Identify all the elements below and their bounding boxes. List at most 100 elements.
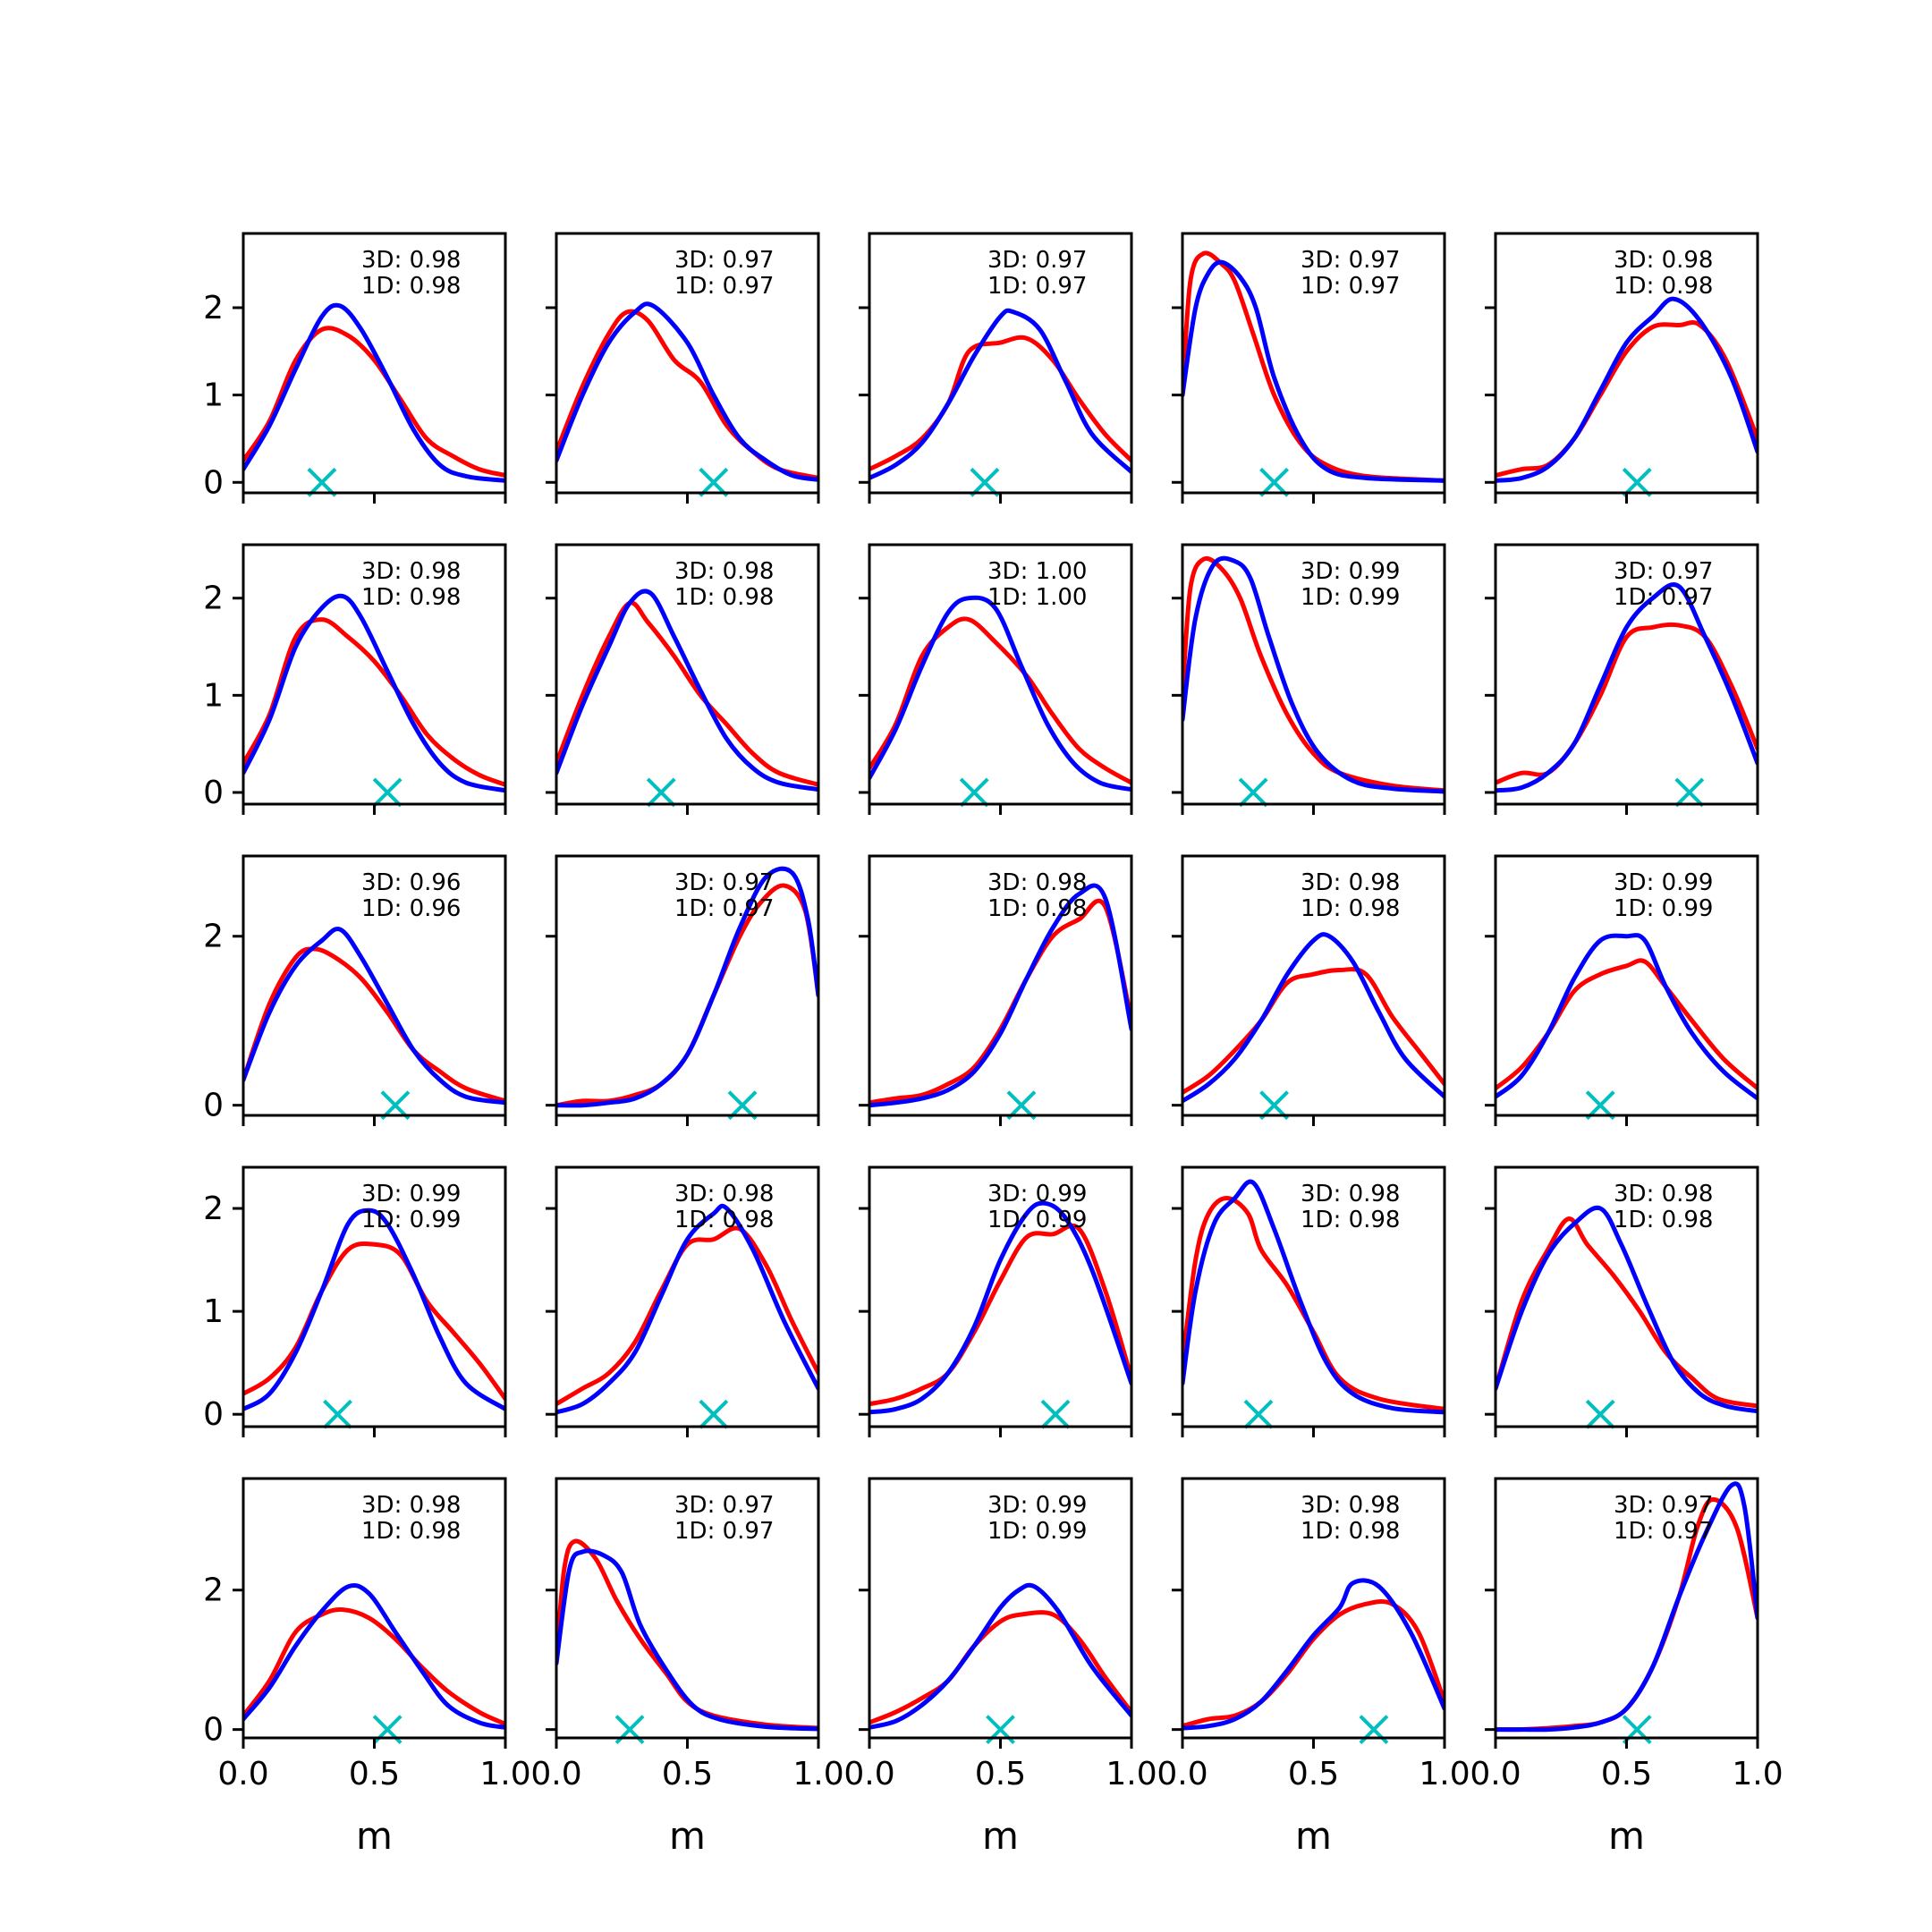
marker-stroke-b bbox=[1674, 777, 1705, 808]
annotation-3d: 3D: 0.98 bbox=[1301, 1181, 1400, 1208]
annotation-3d: 3D: 0.97 bbox=[987, 247, 1087, 274]
blue-density-curve bbox=[243, 1582, 505, 1730]
blue-density-curve bbox=[1496, 582, 1758, 793]
curves bbox=[1182, 932, 1445, 1104]
x-axis-label: m bbox=[982, 1814, 1019, 1858]
annotation-1d: 1D: 0.97 bbox=[674, 1518, 774, 1545]
curves bbox=[1496, 1205, 1758, 1414]
blue-density-curve bbox=[1496, 1481, 1758, 1733]
red-density-curve bbox=[869, 616, 1131, 785]
blue-density-curve bbox=[1182, 932, 1445, 1104]
x-tick-label: 0.5 bbox=[1601, 1756, 1652, 1792]
y-tick-label: 2 bbox=[203, 1191, 224, 1227]
y-tick-label: 0 bbox=[203, 1088, 224, 1124]
marker-x bbox=[1674, 777, 1705, 808]
annotation-3d: 3D: 0.99 bbox=[1614, 869, 1713, 896]
blue-density-curve bbox=[1496, 296, 1758, 483]
annotation-1d: 1D: 0.97 bbox=[1614, 584, 1713, 611]
curves bbox=[869, 883, 1131, 1108]
curves bbox=[243, 927, 505, 1106]
curves bbox=[869, 1582, 1131, 1730]
marker-stroke-b bbox=[1259, 467, 1289, 497]
red-density-curve bbox=[556, 1225, 818, 1407]
red-density-curve bbox=[243, 1241, 505, 1402]
annotation-1d: 1D: 0.99 bbox=[1301, 584, 1400, 611]
marker-stroke-b bbox=[1243, 1399, 1274, 1429]
curves bbox=[556, 866, 818, 1108]
annotation-3d: 3D: 0.98 bbox=[674, 1181, 774, 1208]
curves bbox=[243, 593, 505, 793]
curves bbox=[1496, 933, 1758, 1101]
x-tick-label: 1.0 bbox=[1106, 1756, 1157, 1792]
curves bbox=[1182, 1179, 1445, 1415]
marker-x bbox=[959, 777, 989, 808]
marker-stroke-b bbox=[970, 467, 1000, 497]
annotation-3d: 3D: 0.98 bbox=[361, 1492, 461, 1519]
curves bbox=[869, 1200, 1131, 1415]
annotation-3d: 3D: 0.98 bbox=[987, 869, 1087, 896]
x-tick-label: 1.0 bbox=[479, 1756, 530, 1792]
marker-x bbox=[372, 777, 402, 808]
y-tick-label: 1 bbox=[203, 677, 224, 714]
y-tick-label: 1 bbox=[203, 377, 224, 414]
x-tick-label: 1.0 bbox=[1732, 1756, 1783, 1792]
red-density-curve bbox=[243, 326, 505, 478]
red-density-curve bbox=[1182, 250, 1445, 483]
annotation-1d: 1D: 0.96 bbox=[361, 895, 461, 922]
x-tick-label: 0.0 bbox=[217, 1756, 268, 1792]
marker-stroke-b bbox=[372, 777, 402, 808]
marker-x bbox=[1585, 1399, 1615, 1429]
curves bbox=[1496, 582, 1758, 793]
annotation-3d: 3D: 0.97 bbox=[674, 1492, 774, 1519]
marker-stroke-b bbox=[323, 1399, 352, 1429]
annotation-1d: 1D: 0.97 bbox=[1301, 273, 1400, 300]
annotation-1d: 1D: 0.98 bbox=[1301, 1207, 1400, 1233]
curves bbox=[1182, 1578, 1445, 1731]
y-tick-label: 0 bbox=[203, 1712, 224, 1749]
red-density-curve bbox=[243, 617, 505, 787]
marker-x bbox=[1622, 467, 1652, 497]
red-density-curve bbox=[556, 600, 818, 787]
blue-density-curve bbox=[243, 1208, 505, 1411]
blue-density-curve bbox=[1182, 555, 1445, 794]
annotation-3d: 3D: 0.96 bbox=[361, 869, 461, 896]
annotation-1d: 1D: 1.00 bbox=[987, 584, 1087, 611]
annotation-1d: 1D: 0.97 bbox=[674, 895, 774, 922]
x-tick-label: 0.0 bbox=[530, 1756, 581, 1792]
annotation-1d: 1D: 0.98 bbox=[1614, 273, 1713, 300]
annotation-1d: 1D: 0.98 bbox=[361, 273, 461, 300]
annotation-3d: 3D: 0.97 bbox=[1614, 558, 1713, 585]
y-tick-label: 2 bbox=[203, 919, 224, 955]
annotation-3d: 3D: 0.98 bbox=[674, 558, 774, 585]
marker-x bbox=[970, 467, 1000, 497]
y-tick-label: 2 bbox=[203, 580, 224, 617]
y-tick-label: 0 bbox=[203, 1396, 224, 1433]
curves bbox=[1182, 250, 1445, 483]
curves bbox=[556, 1203, 818, 1415]
annotation-3d: 3D: 1.00 bbox=[987, 558, 1087, 585]
curves bbox=[869, 595, 1131, 792]
curves bbox=[1496, 1481, 1758, 1733]
blue-density-curve bbox=[869, 595, 1131, 792]
curves bbox=[243, 302, 505, 483]
annotation-1d: 1D: 0.98 bbox=[1301, 1518, 1400, 1545]
blue-density-curve bbox=[556, 866, 818, 1108]
red-density-curve bbox=[556, 1538, 818, 1731]
annotation-3d: 3D: 0.98 bbox=[1301, 1492, 1400, 1519]
blue-density-curve bbox=[1496, 933, 1758, 1101]
x-tick-label: 0.0 bbox=[1157, 1756, 1208, 1792]
blue-density-curve bbox=[243, 593, 505, 793]
